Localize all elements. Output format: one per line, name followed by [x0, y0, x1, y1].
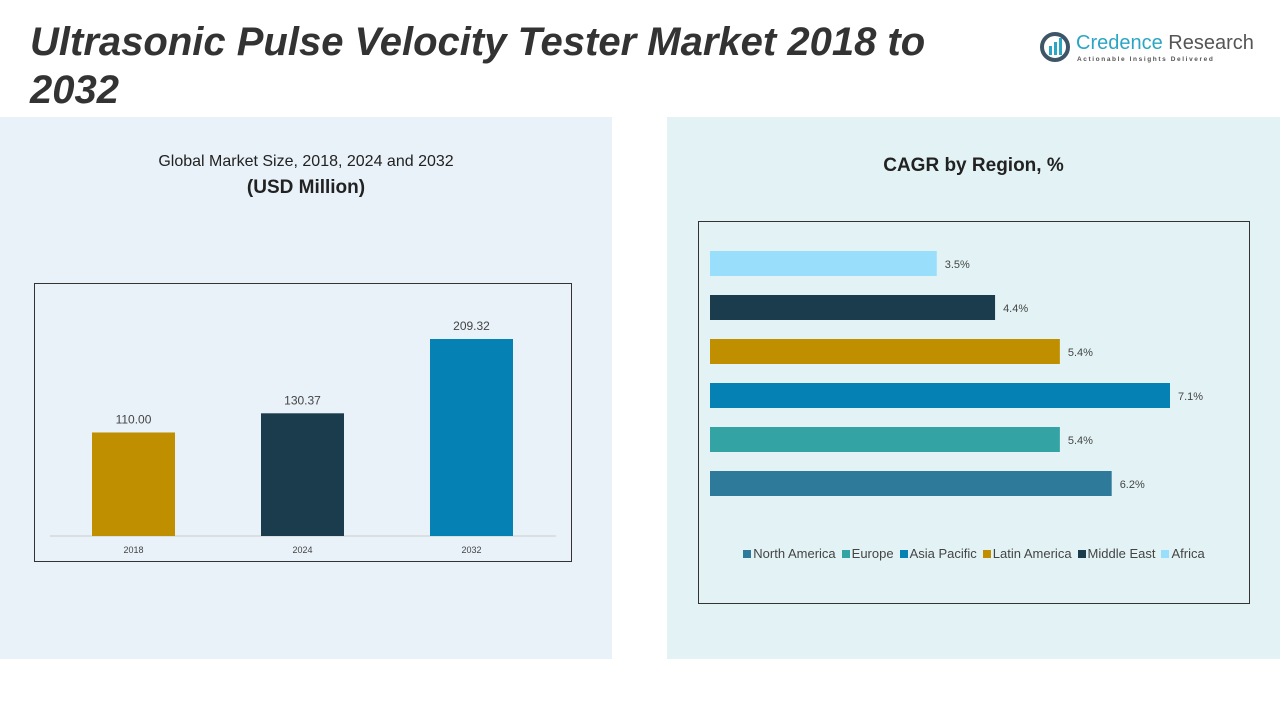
cagr-title: CAGR by Region, %: [883, 155, 1064, 176]
logo-name-a: Credence: [1076, 32, 1163, 54]
data-label: 5.4%: [1068, 347, 1093, 359]
bar-europe: [710, 427, 1060, 452]
legend-swatch: [982, 550, 991, 558]
legend-item: Europe: [841, 546, 894, 561]
x-tick-label: 2032: [461, 545, 481, 555]
x-tick-label: 2024: [292, 545, 312, 555]
data-label: 7.1%: [1178, 391, 1203, 403]
data-label: 6.2%: [1120, 479, 1145, 491]
market-size-chart-frame: [34, 283, 572, 562]
cagr-legend: North America Europe Asia Pacific Latin Ame…: [700, 546, 1248, 561]
bar-africa: [710, 251, 937, 276]
legend-label: Africa: [1171, 546, 1205, 561]
data-label: 110.00: [116, 412, 152, 426]
bar-middle-east: [710, 295, 996, 320]
market-size-subtitle: Global Market Size, 2018, 2024 and 2032: [158, 153, 454, 170]
data-label: 130.37: [284, 393, 321, 407]
logo-icon: [1040, 32, 1070, 62]
credence-research-logo: Credence Research Actionable Insights De…: [1040, 30, 1260, 70]
data-label: 3.5%: [945, 259, 970, 271]
data-label: 4.4%: [1003, 303, 1028, 315]
legend-swatch: [1077, 550, 1086, 558]
bar-latin-america: [710, 339, 1060, 364]
page-title: Ultrasonic Pulse Velocity Tester Market …: [30, 20, 926, 112]
legend-swatch: [899, 550, 908, 558]
x-tick-label: 2018: [123, 545, 143, 555]
legend-swatch: [743, 550, 752, 558]
legend-swatch: [841, 550, 850, 558]
logo-name-b: Research: [1168, 32, 1254, 54]
cagr-chart-frame: [698, 221, 1250, 604]
legend-swatch: [1161, 550, 1170, 558]
legend-label: North America: [753, 546, 836, 561]
data-label: 209.32: [453, 319, 490, 333]
market-size-unit: (USD Million): [246, 177, 366, 198]
bar-north-america: [710, 471, 1112, 496]
logo-tagline: Actionable Insights Delivered: [1077, 56, 1215, 63]
bar-2024: [261, 413, 344, 536]
legend-item: Asia Pacific: [899, 546, 977, 561]
legend-item: Middle East: [1077, 546, 1156, 561]
bar-2032: [430, 339, 513, 536]
bar-asia-pacific: [710, 383, 1170, 408]
legend-label: Asia Pacific: [909, 546, 977, 561]
bar-2018: [92, 432, 175, 536]
legend-item: Africa: [1161, 546, 1205, 561]
data-label: 5.4%: [1068, 435, 1093, 447]
legend-item: North America: [743, 546, 836, 561]
legend-label: Europe: [851, 546, 894, 561]
legend-label: Latin America: [992, 546, 1072, 561]
legend-item: Latin America: [982, 546, 1072, 561]
legend-label: Middle East: [1087, 546, 1156, 561]
